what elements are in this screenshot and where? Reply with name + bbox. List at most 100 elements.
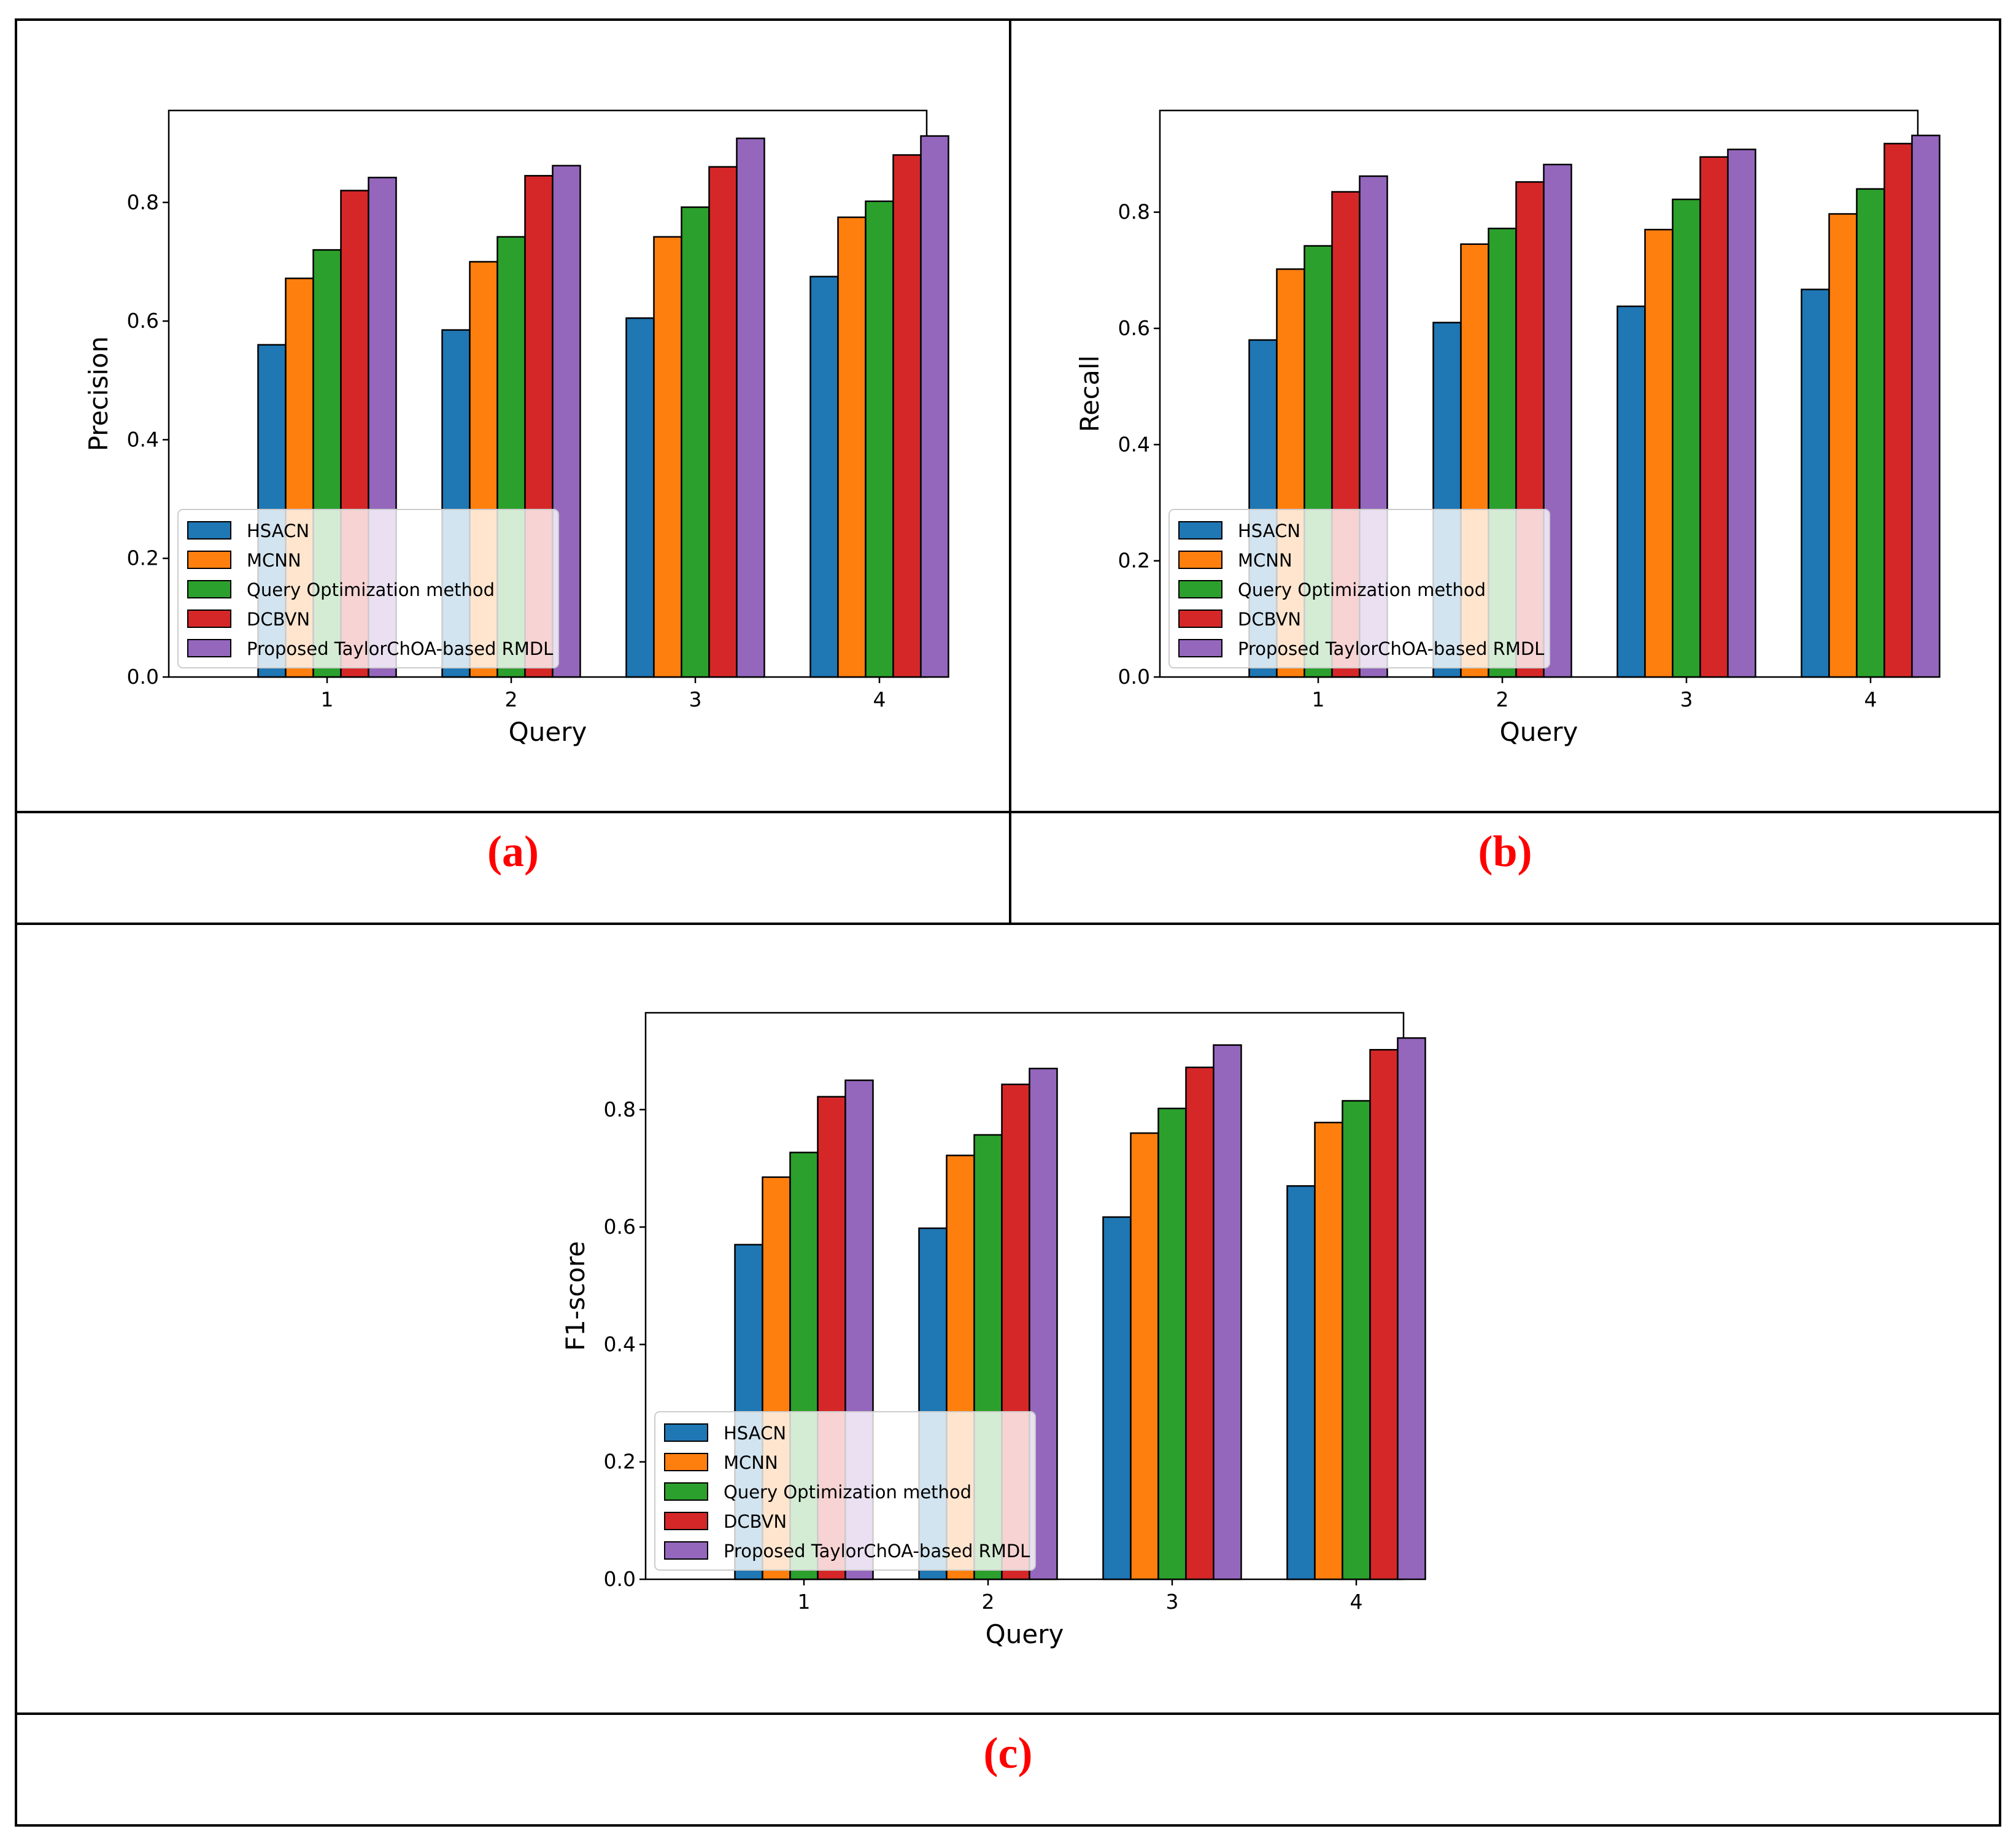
y-tick-label: 0.6: [127, 309, 159, 333]
legend-label: MCNN: [724, 1452, 778, 1473]
y-tick-label: 0.6: [1118, 316, 1150, 340]
legend: [654, 1411, 1036, 1571]
bar: [736, 137, 765, 678]
panel-a-caption-cell: (a): [15, 811, 1011, 925]
x-tick-label: 3: [689, 687, 702, 711]
y-tick-label: 0.8: [127, 190, 159, 214]
bar: [1185, 1066, 1215, 1581]
legend-label: Proposed TaylorChOA-based RMDL: [724, 1541, 1030, 1561]
legend-swatch: [1178, 551, 1222, 569]
legend-label: Proposed TaylorChOA-based RMDL: [247, 638, 553, 659]
y-tick-label: 0.2: [127, 546, 159, 570]
y-tick-label: 0.0: [127, 665, 159, 689]
x-axis-label: Query: [509, 717, 587, 747]
bar: [625, 317, 655, 678]
legend-swatch: [1178, 580, 1222, 598]
bar: [1157, 1107, 1187, 1581]
y-tick-label: 0.2: [1118, 549, 1150, 573]
legend-swatch: [1178, 521, 1222, 540]
bar: [1342, 1100, 1371, 1581]
legend-label: Query Optimization method: [724, 1482, 971, 1503]
y-axis-label: Precision: [83, 336, 114, 451]
y-tick-label: 0.0: [1118, 665, 1150, 689]
bar: [1727, 149, 1756, 678]
legend-label: HSACN: [724, 1423, 786, 1444]
y-tick-label: 0.6: [604, 1215, 636, 1239]
panel-a-caption: (a): [487, 827, 539, 876]
x-tick-label: 4: [1864, 687, 1877, 711]
legend-label: DCBVN: [724, 1511, 787, 1532]
bar: [708, 166, 738, 678]
x-tick-label: 2: [1496, 687, 1509, 711]
bar: [1801, 288, 1830, 678]
bar: [1616, 305, 1646, 678]
legend-swatch: [664, 1453, 708, 1471]
y-tick-label: 0.4: [1118, 432, 1150, 456]
bar: [1699, 156, 1729, 678]
bar: [837, 216, 867, 678]
bar: [1644, 228, 1674, 678]
x-tick-label: 4: [873, 687, 886, 711]
legend-label: DCBVN: [247, 609, 310, 630]
y-tick-label: 0.8: [1118, 200, 1150, 224]
bar: [1369, 1049, 1399, 1581]
bar: [1911, 134, 1941, 678]
bar: [809, 276, 839, 678]
legend: [1168, 509, 1550, 668]
panel-b-caption: (b): [1478, 827, 1532, 876]
y-axis-label: F1-score: [560, 1241, 590, 1351]
legend-label: HSACN: [1238, 520, 1300, 541]
x-tick-label: 3: [1680, 687, 1693, 711]
legend-label: Query Optimization method: [1238, 579, 1486, 600]
panel-c-caption: (c): [983, 1728, 1033, 1778]
legend-label: HSACN: [247, 520, 309, 541]
x-axis-label: Query: [986, 1619, 1064, 1649]
legend-swatch: [1178, 609, 1222, 628]
legend-swatch: [1178, 639, 1222, 657]
bar: [892, 154, 922, 678]
bar: [1828, 213, 1858, 678]
legend-label: DCBVN: [1238, 609, 1301, 630]
bar: [1856, 188, 1885, 678]
y-tick-label: 0.2: [604, 1450, 636, 1474]
y-tick-label: 0.8: [604, 1097, 636, 1121]
y-tick-label: 0.4: [604, 1332, 636, 1356]
x-tick-label: 3: [1166, 1590, 1179, 1614]
legend-swatch: [664, 1482, 708, 1501]
panel-c-caption-cell: (c): [15, 1712, 2001, 1827]
panel-b-caption-cell: (b): [1009, 811, 2001, 925]
legend: [177, 509, 559, 668]
legend-swatch: [187, 609, 231, 628]
bar: [1102, 1216, 1132, 1581]
bar: [1397, 1037, 1426, 1581]
bar: [1213, 1044, 1242, 1581]
x-tick-label: 1: [321, 687, 334, 711]
y-tick-label: 0.0: [604, 1567, 636, 1591]
bar: [1672, 198, 1701, 678]
legend-swatch: [664, 1423, 708, 1442]
bar: [681, 206, 710, 678]
bar: [1130, 1132, 1159, 1581]
legend-label: Query Optimization method: [247, 579, 495, 600]
legend-swatch: [664, 1541, 708, 1560]
legend-swatch: [187, 639, 231, 657]
legend-swatch: [187, 551, 231, 569]
x-tick-label: 1: [798, 1590, 811, 1614]
bar: [920, 135, 949, 678]
x-tick-label: 4: [1350, 1590, 1363, 1614]
bar: [1883, 142, 1913, 678]
x-tick-label: 2: [982, 1590, 995, 1614]
bar: [1543, 163, 1572, 678]
legend-label: MCNN: [247, 550, 301, 571]
x-tick-label: 2: [505, 687, 518, 711]
legend-label: Proposed TaylorChOA-based RMDL: [1238, 638, 1544, 659]
legend-swatch: [187, 580, 231, 598]
x-tick-label: 1: [1312, 687, 1325, 711]
bar: [1286, 1185, 1316, 1581]
legend-swatch: [664, 1512, 708, 1530]
y-tick-label: 0.4: [127, 427, 159, 451]
x-axis-label: Query: [1500, 717, 1578, 747]
